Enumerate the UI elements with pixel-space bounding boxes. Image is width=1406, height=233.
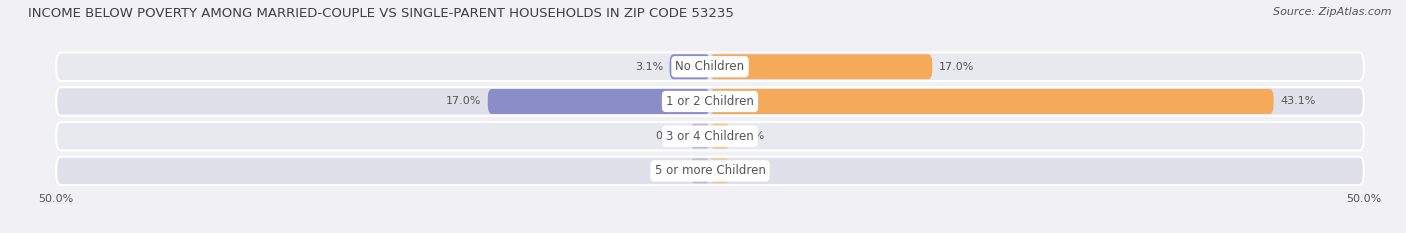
FancyBboxPatch shape xyxy=(56,87,1364,116)
FancyBboxPatch shape xyxy=(56,52,1364,81)
FancyBboxPatch shape xyxy=(710,158,730,183)
Text: 3 or 4 Children: 3 or 4 Children xyxy=(666,130,754,143)
Text: 0.0%: 0.0% xyxy=(655,131,683,141)
Text: 17.0%: 17.0% xyxy=(446,96,481,106)
FancyBboxPatch shape xyxy=(488,89,710,114)
FancyBboxPatch shape xyxy=(56,122,1364,151)
Text: 17.0%: 17.0% xyxy=(939,62,974,72)
Text: No Children: No Children xyxy=(675,60,745,73)
FancyBboxPatch shape xyxy=(690,158,710,183)
Text: 0.0%: 0.0% xyxy=(737,131,765,141)
Text: 5 or more Children: 5 or more Children xyxy=(655,164,765,177)
FancyBboxPatch shape xyxy=(690,124,710,149)
Text: INCOME BELOW POVERTY AMONG MARRIED-COUPLE VS SINGLE-PARENT HOUSEHOLDS IN ZIP COD: INCOME BELOW POVERTY AMONG MARRIED-COUPL… xyxy=(28,7,734,20)
Text: 1 or 2 Children: 1 or 2 Children xyxy=(666,95,754,108)
FancyBboxPatch shape xyxy=(56,157,1364,185)
FancyBboxPatch shape xyxy=(710,124,730,149)
Text: 0.0%: 0.0% xyxy=(655,166,683,176)
Text: 43.1%: 43.1% xyxy=(1279,96,1316,106)
FancyBboxPatch shape xyxy=(710,54,932,79)
Text: 0.0%: 0.0% xyxy=(737,166,765,176)
Text: 3.1%: 3.1% xyxy=(634,62,664,72)
Text: Source: ZipAtlas.com: Source: ZipAtlas.com xyxy=(1274,7,1392,17)
FancyBboxPatch shape xyxy=(710,89,1274,114)
FancyBboxPatch shape xyxy=(669,54,710,79)
